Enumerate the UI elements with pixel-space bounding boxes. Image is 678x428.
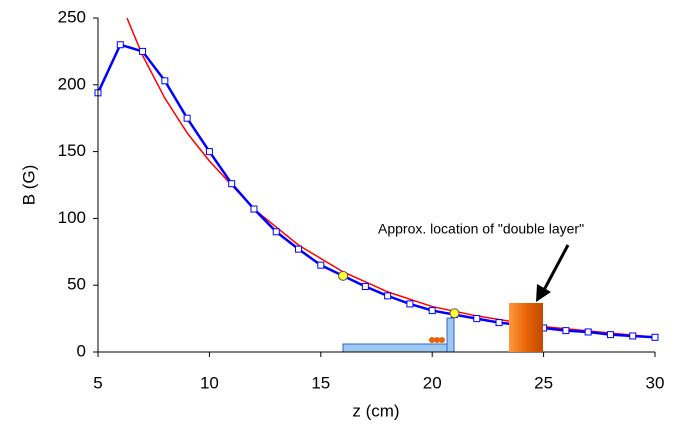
y-tick-label: 100 (58, 208, 86, 227)
series-line (126, 18, 656, 339)
double-layer-marker (509, 303, 543, 352)
point (183, 114, 191, 122)
x-axis-label: z (cm) (352, 401, 399, 420)
x-tick-label: 15 (311, 373, 330, 392)
y-tick-label: 250 (58, 7, 86, 26)
x-tick-label: 30 (646, 373, 665, 392)
point (584, 328, 592, 336)
point (228, 180, 236, 188)
x-tick-label: 25 (534, 373, 553, 392)
point (629, 332, 637, 340)
point (449, 308, 460, 319)
point (272, 228, 280, 236)
y-tick-label: 0 (77, 341, 86, 360)
axes: 5 10 15 20 25 30 0 50 100 150 200 250 (58, 7, 665, 392)
arrow (536, 244, 570, 302)
y-tick-label: 150 (58, 141, 86, 160)
y-axis-label: B (G) (19, 165, 38, 206)
x-tick-label: 20 (423, 373, 442, 392)
point (295, 245, 303, 253)
point (473, 315, 481, 323)
point (116, 41, 124, 49)
point (250, 205, 258, 213)
x-tick-label: 10 (200, 373, 219, 392)
probe (342, 317, 455, 353)
point (338, 270, 349, 281)
point (361, 283, 369, 291)
point (139, 47, 147, 55)
point (428, 307, 436, 315)
point (562, 327, 570, 335)
annotation: Approx. location of "double layer" (378, 221, 584, 237)
point (406, 300, 414, 308)
x-tick-label: 5 (93, 373, 102, 392)
point (606, 331, 614, 339)
point (161, 77, 169, 85)
point (384, 292, 392, 300)
plot-area (94, 18, 659, 341)
point (651, 333, 659, 341)
point (495, 319, 503, 327)
point (205, 148, 213, 156)
y-tick-label: 50 (67, 275, 86, 294)
series-line (96, 43, 656, 339)
point (317, 261, 325, 269)
y-tick-label: 200 (58, 74, 86, 93)
